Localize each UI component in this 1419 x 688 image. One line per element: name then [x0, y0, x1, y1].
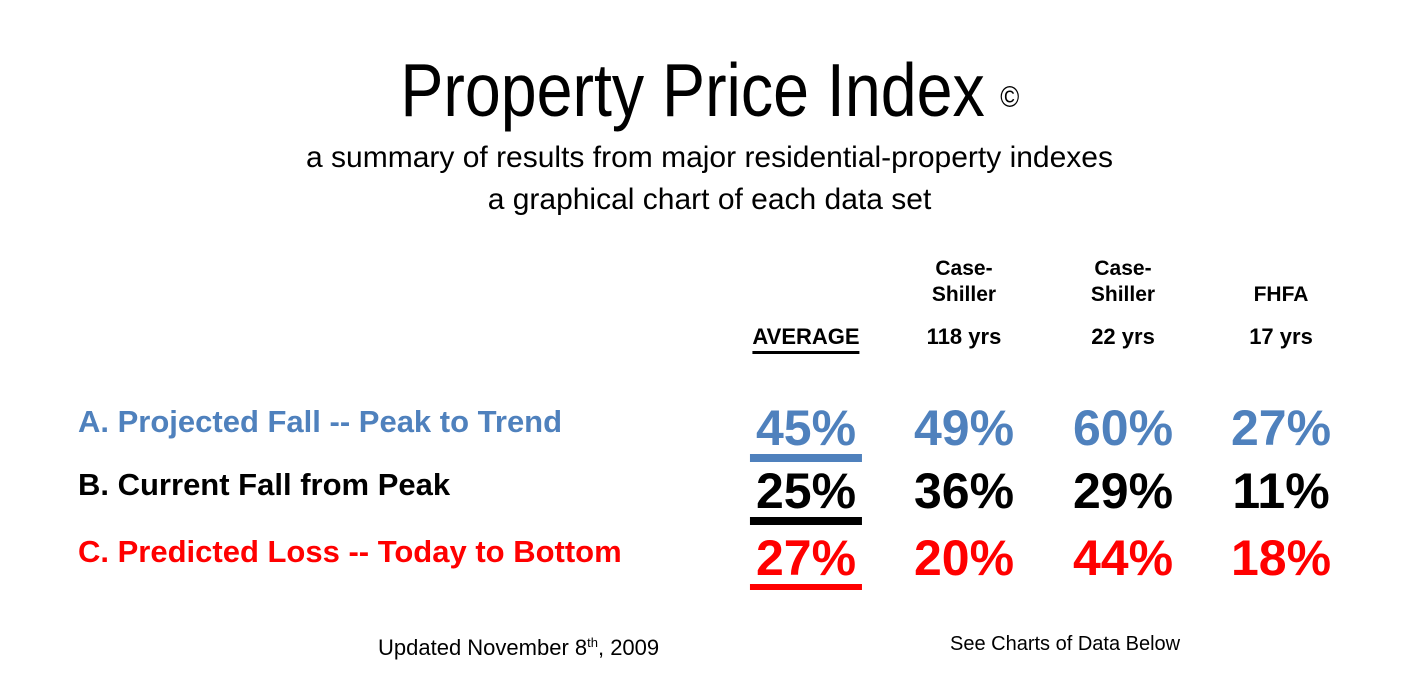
column-header-average-label: AVERAGE [752, 324, 860, 354]
see-charts-note: See Charts of Data Below [950, 633, 1181, 655]
column-group-label: Case-Shiller [931, 257, 997, 306]
value-current-fall-fhfa: 11% [1232, 463, 1330, 519]
value-predicted-loss-cs118: 20% [913, 530, 1015, 586]
column-header-118-yrs: 118 yrs [926, 324, 1002, 349]
value-predicted-loss-average: 27% [749, 533, 863, 590]
value-current-fall-cs22: 29% [1072, 463, 1174, 519]
value-projected-fall-average: 45% [749, 403, 863, 462]
value-current-fall-average: 25% [749, 466, 863, 525]
page-title: Property Price Index © [0, 50, 1419, 138]
column-header-22-yrs: 22 yrs [1091, 324, 1155, 349]
row-label-current-fall: B. Current Fall from Peak [78, 467, 451, 502]
column-group-label: FHFA [1253, 283, 1309, 306]
value-predicted-loss-fhfa: 18% [1230, 530, 1332, 586]
value-projected-fall-fhfa: 27% [1230, 400, 1332, 456]
row-label-projected-fall: A. Projected Fall -- Peak to Trend [78, 404, 563, 439]
value-predicted-loss-cs22: 44% [1072, 530, 1174, 586]
updated-date-ordinal: th [587, 635, 598, 650]
column-group-label: Case-Shiller [1090, 257, 1156, 306]
updated-date-suffix: , 2009 [597, 635, 660, 660]
value-projected-fall-cs118: 49% [913, 400, 1015, 456]
row-label-predicted-loss: C. Predicted Loss -- Today to Bottom [78, 534, 622, 569]
subtitle-line-1: a summary of results from major resident… [306, 141, 1113, 174]
updated-date-prefix: Updated November 8 [378, 635, 588, 660]
column-group-case-shiller-118: Case-Shiller [916, 250, 1012, 308]
column-group-fhfa: FHFA [1254, 250, 1309, 308]
value-projected-fall-cs22: 60% [1072, 400, 1174, 456]
underlined-value: 27% [749, 533, 863, 590]
subtitle-line-2: a graphical chart of each data set [487, 183, 932, 216]
page-title-inner: Property Price Index © [400, 50, 1019, 138]
page-title-text: Property Price Index [400, 48, 985, 132]
underlined-value: 45% [749, 403, 863, 462]
copyright-symbol: © [999, 81, 1019, 114]
column-header-17-yrs: 17 yrs [1249, 324, 1313, 349]
column-group-case-shiller-22: Case-Shiller [1075, 250, 1171, 308]
updated-date-note: Updated November 8th, 2009 [378, 628, 659, 663]
underlined-value: 25% [749, 466, 863, 525]
value-current-fall-cs118: 36% [913, 463, 1015, 519]
column-header-average: AVERAGE [752, 324, 860, 354]
